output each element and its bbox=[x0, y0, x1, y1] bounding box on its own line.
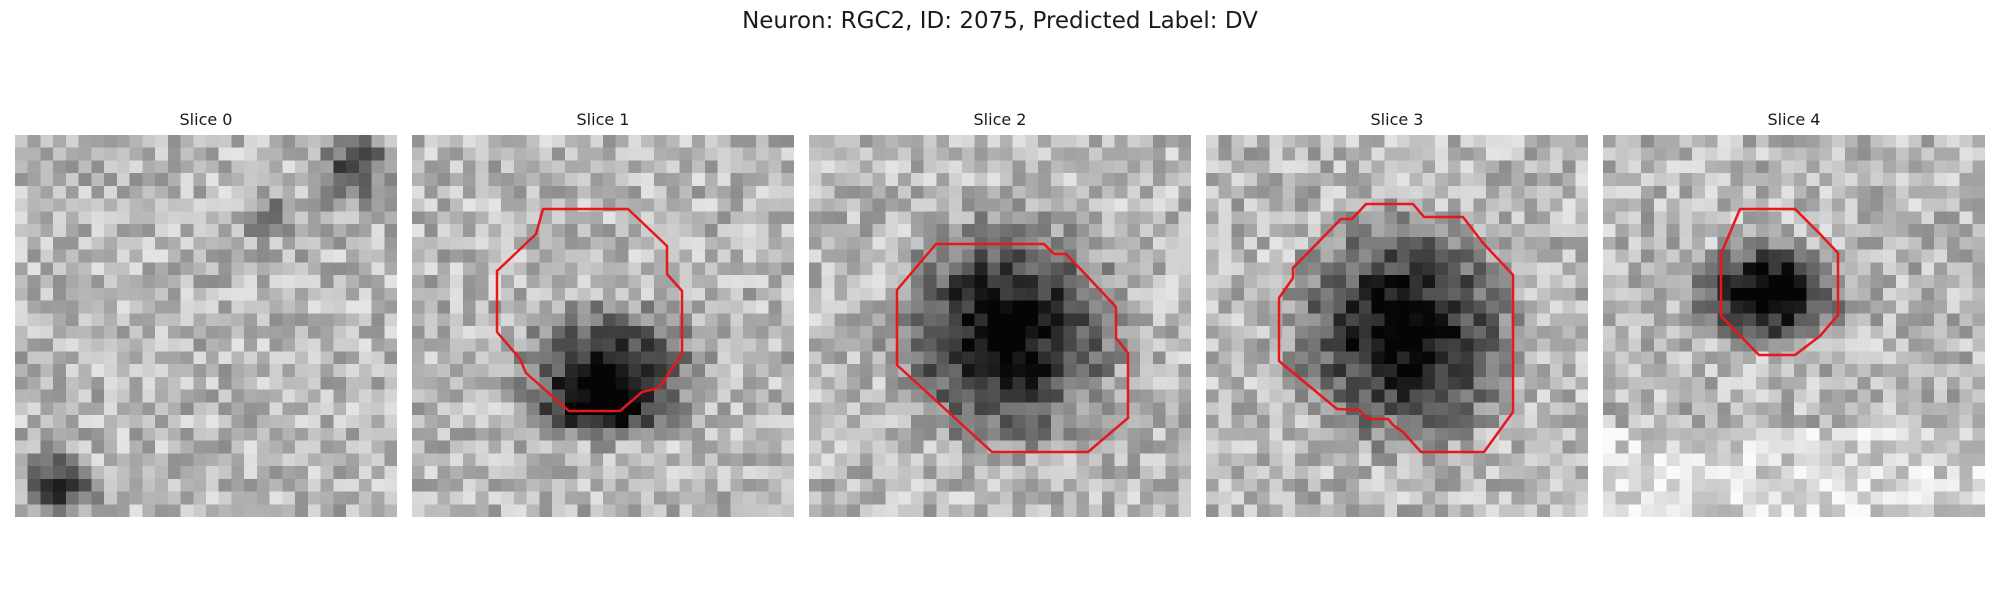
slice-image bbox=[809, 135, 1191, 517]
slice-image bbox=[1603, 135, 1985, 517]
roi-outline bbox=[1719, 207, 1840, 357]
slice-image bbox=[1206, 135, 1588, 517]
slice-title: Slice 1 bbox=[576, 110, 630, 129]
roi-outline bbox=[495, 207, 684, 413]
slice-panel-3: Slice 3 bbox=[1206, 108, 1588, 517]
slice-panel-1: Slice 1 bbox=[412, 108, 794, 517]
slice-title: Slice 3 bbox=[1370, 110, 1424, 129]
slice-image bbox=[412, 135, 794, 517]
slice-title: Slice 4 bbox=[1767, 110, 1821, 129]
roi-outline bbox=[1277, 202, 1515, 454]
figure-title: Neuron: RGC2, ID: 2075, Predicted Label:… bbox=[742, 8, 1258, 34]
slice-title: Slice 2 bbox=[973, 110, 1027, 129]
roi-outline bbox=[895, 242, 1130, 454]
slice-panel-2: Slice 2 bbox=[809, 108, 1191, 517]
slice-panel-4: Slice 4 bbox=[1603, 108, 1985, 517]
slice-image bbox=[15, 135, 397, 517]
slice-panel-0: Slice 0 bbox=[15, 108, 397, 517]
slice-title: Slice 0 bbox=[179, 110, 233, 129]
